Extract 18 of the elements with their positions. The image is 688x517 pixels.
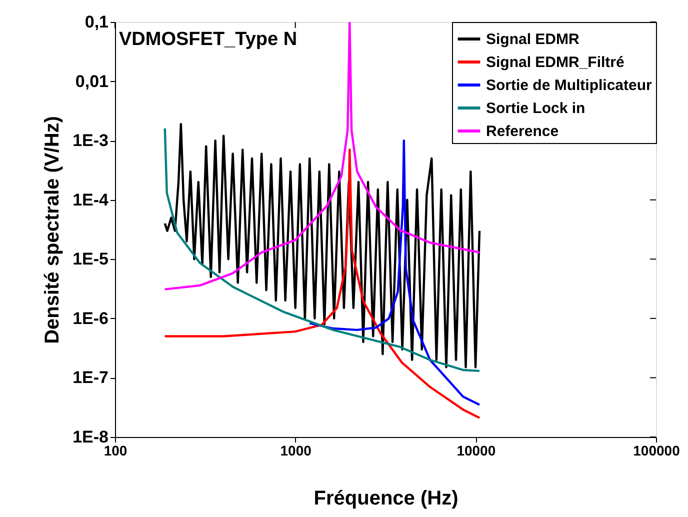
x-tick-label: 100000 [633,442,680,458]
legend-label: Sortie Lock in [486,100,586,117]
y-tick-label: 0,01 [75,72,108,91]
legend-label: Signal EDMR_Filtré [486,54,624,71]
y-tick-label: 1E-3 [72,131,108,150]
x-axis-title: Fréquence (Hz) [314,488,458,510]
legend-label: Reference [486,123,559,140]
y-tick-label: 1E-6 [72,308,108,328]
legend-label: Sortie de Multiplicateur [486,77,652,94]
annotation: VDMOSFET_Type N [119,29,298,50]
y-tick-label: 1E-7 [72,368,108,388]
x-tick-label: 10000 [456,442,496,458]
y-tick-label: 0,1 [84,12,108,32]
y-tick-label: 1E-5 [72,250,108,269]
legend-label: Signal EDMR [486,31,580,48]
y-axis-title: Densité spectrale (V/Hz) [42,116,64,344]
y-tick-label: 1E-4 [72,190,110,210]
x-tick-label: 1000 [280,442,312,458]
